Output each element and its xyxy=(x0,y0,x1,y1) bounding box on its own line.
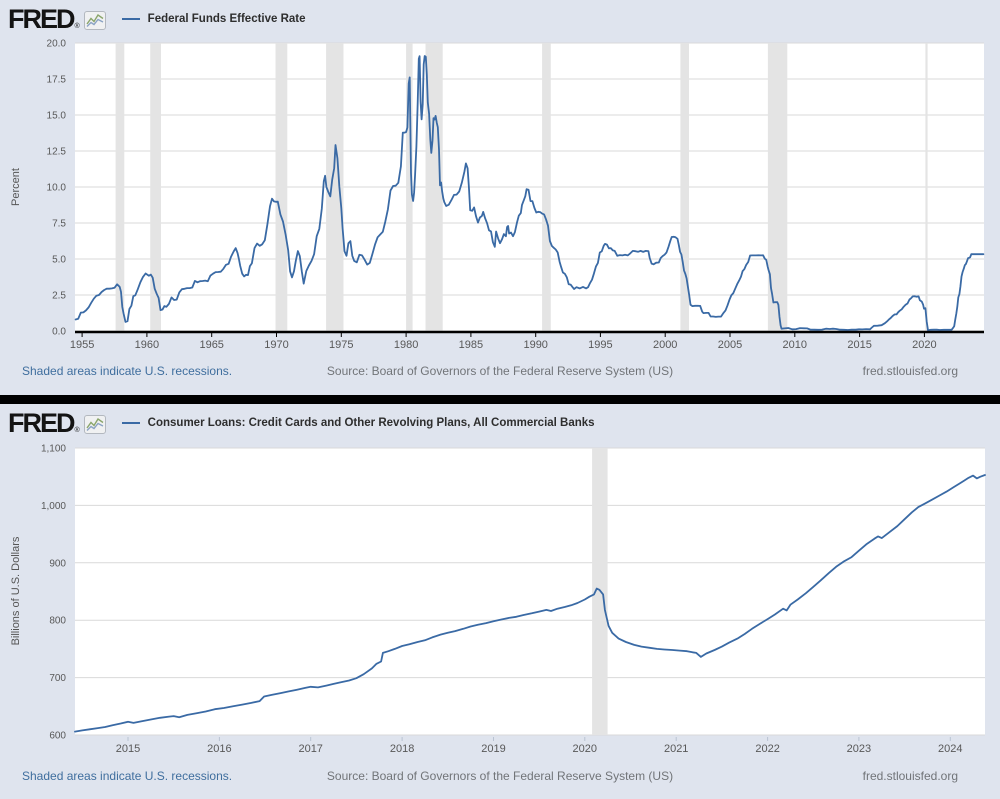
source-text: Source: Board of Governors of the Federa… xyxy=(326,769,674,783)
svg-text:2010: 2010 xyxy=(783,339,807,351)
chart-header: FRED ® Federal Funds Effective Rate xyxy=(8,5,306,33)
svg-text:1955: 1955 xyxy=(70,339,94,351)
fred-logo-chart-icon xyxy=(83,11,106,30)
svg-text:2017: 2017 xyxy=(298,743,322,755)
svg-text:12.5: 12.5 xyxy=(47,147,67,158)
svg-text:2020: 2020 xyxy=(573,743,597,755)
svg-text:600: 600 xyxy=(49,731,66,742)
recession-bands xyxy=(115,43,928,331)
svg-text:2020: 2020 xyxy=(912,339,936,351)
x-axis-labels: 2015 2016 2017 2018 2019 2020 2021 2022 2023 2024 xyxy=(116,743,963,755)
svg-text:2021: 2021 xyxy=(664,743,688,755)
svg-text:1985: 1985 xyxy=(459,339,483,351)
fred-wordmark: FRED xyxy=(8,408,75,438)
svg-text:2018: 2018 xyxy=(390,743,414,755)
legend-label: Federal Funds Effective Rate xyxy=(147,13,306,25)
gridlines xyxy=(75,447,985,736)
y-axis-title: Percent xyxy=(10,168,22,206)
svg-text:0.0: 0.0 xyxy=(52,327,66,338)
legend-line-swatch xyxy=(121,18,140,20)
svg-text:2016: 2016 xyxy=(207,743,231,755)
svg-text:1965: 1965 xyxy=(199,339,223,351)
registered-mark: ® xyxy=(74,23,80,30)
svg-text:2000: 2000 xyxy=(653,339,677,351)
legend-label: Consumer Loans: Credit Cards and Other R… xyxy=(147,417,595,429)
svg-text:20.0: 20.0 xyxy=(47,39,67,50)
fred-wordmark: FRED xyxy=(8,4,75,34)
svg-text:2.5: 2.5 xyxy=(52,291,66,302)
svg-text:2015: 2015 xyxy=(847,339,871,351)
svg-text:2023: 2023 xyxy=(847,743,871,755)
svg-text:1990: 1990 xyxy=(523,339,547,351)
y-axis-title: Billions of U.S. Dollars xyxy=(10,536,22,646)
svg-text:15.0: 15.0 xyxy=(47,111,67,122)
registered-mark: ® xyxy=(74,427,80,434)
svg-text:1970: 1970 xyxy=(264,339,288,351)
svg-text:1995: 1995 xyxy=(588,339,612,351)
source-text: Source: Board of Governors of the Federa… xyxy=(326,364,674,378)
fred-logo[interactable]: FRED ® xyxy=(8,4,106,34)
svg-text:800: 800 xyxy=(49,616,66,627)
svg-text:1960: 1960 xyxy=(135,339,159,351)
svg-text:1980: 1980 xyxy=(394,339,418,351)
series-legend: Consumer Loans: Credit Cards and Other R… xyxy=(121,417,595,429)
svg-text:700: 700 xyxy=(49,673,66,684)
chart-header: FRED ® Consumer Loans: Credit Cards and … xyxy=(8,409,595,437)
svg-text:2019: 2019 xyxy=(481,743,505,755)
svg-text:10.0: 10.0 xyxy=(47,183,67,194)
chart-canvas-consumer-loans[interactable]: 2015 2016 2017 2018 2019 2020 2021 2022 2023 2024… xyxy=(0,404,1000,799)
site-link[interactable]: fred.stlouisfed.org xyxy=(862,769,958,783)
svg-text:2015: 2015 xyxy=(116,743,140,755)
chart-canvas-federal-funds[interactable]: 1955 1960 1965 1970 1975 1980 1985 1990 1995 2000… xyxy=(0,0,1000,395)
series-legend: Federal Funds Effective Rate xyxy=(121,13,306,25)
site-link[interactable]: fred.stlouisfed.org xyxy=(862,364,958,378)
recession-note-link[interactable]: Shaded areas indicate U.S. recessions. xyxy=(22,364,233,378)
svg-text:17.5: 17.5 xyxy=(47,75,67,86)
x-axis-ticks xyxy=(127,737,951,741)
x-axis-ticks xyxy=(81,333,925,337)
svg-text:900: 900 xyxy=(49,558,66,569)
svg-text:1975: 1975 xyxy=(329,339,353,351)
series-line xyxy=(74,474,986,733)
fred-logo[interactable]: FRED ® xyxy=(8,408,106,438)
y-axis-labels: 600 700 800 900 1,000 1,100 xyxy=(41,444,66,742)
plot-background xyxy=(75,448,985,735)
chart-panel-consumer-loans: 2015 2016 2017 2018 2019 2020 2021 2022 2023 2024… xyxy=(0,404,1000,799)
svg-text:5.0: 5.0 xyxy=(52,255,66,266)
legend-line-swatch xyxy=(121,422,140,424)
y-axis-labels: 0.0 2.5 5.0 7.5 10.0 12.5 15.0 17.5 20.0 xyxy=(47,39,67,338)
chart-panel-federal-funds: 1955 1960 1965 1970 1975 1980 1985 1990 1995 2000… xyxy=(0,0,1000,395)
panel-divider xyxy=(0,395,1000,404)
svg-text:7.5: 7.5 xyxy=(52,219,66,230)
svg-text:1,100: 1,100 xyxy=(41,444,66,455)
series-line xyxy=(74,55,985,332)
svg-text:1,000: 1,000 xyxy=(41,501,66,512)
fred-logo-chart-icon xyxy=(83,415,106,434)
recession-note-link[interactable]: Shaded areas indicate U.S. recessions. xyxy=(22,769,233,783)
x-axis-labels: 1955 1960 1965 1970 1975 1980 1985 1990 1995 2000… xyxy=(70,339,937,351)
svg-text:2005: 2005 xyxy=(718,339,742,351)
svg-text:2022: 2022 xyxy=(755,743,779,755)
svg-text:2024: 2024 xyxy=(938,743,962,755)
